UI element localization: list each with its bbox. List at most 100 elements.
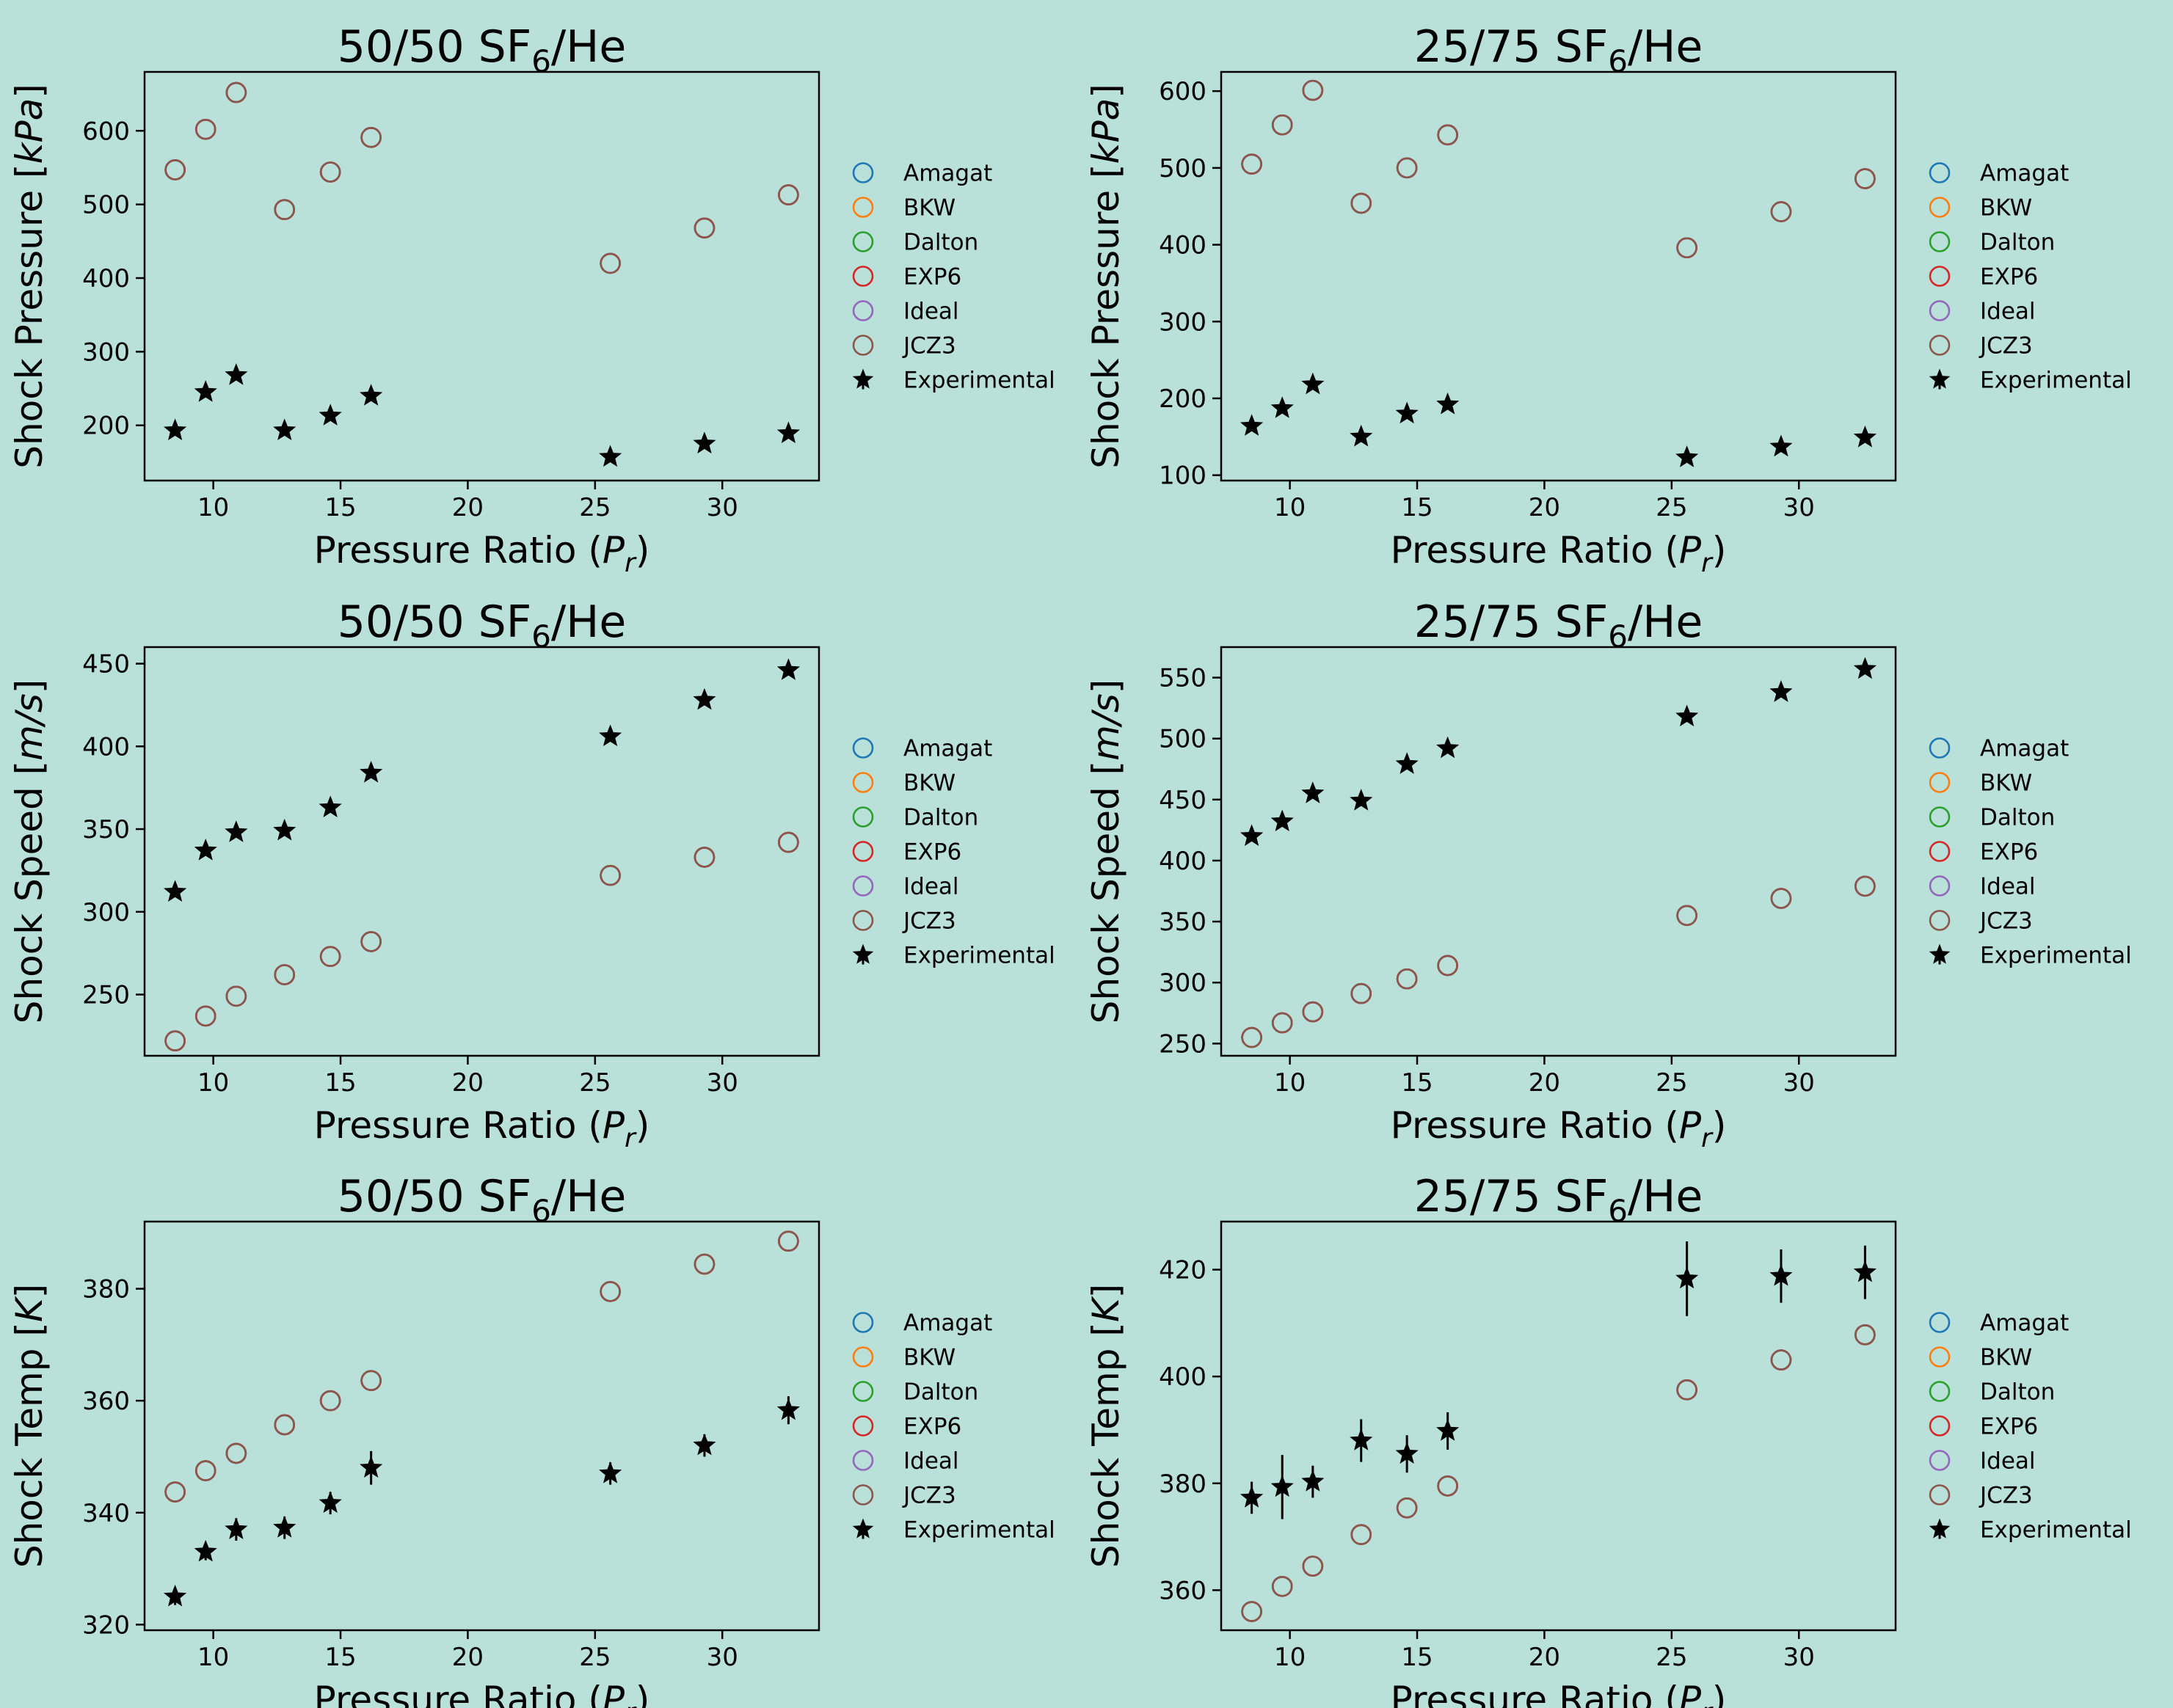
- data-point-jcz3: [1350, 1524, 1372, 1545]
- x-axis-label-subscript: r: [1701, 1698, 1714, 1708]
- x-axis-label: Pressure Ratio (Pr): [1391, 1679, 1727, 1708]
- y-tick-label: 550: [1159, 664, 1206, 693]
- series-amagat: [1241, 79, 1876, 259]
- x-tick-label: 20: [452, 1643, 484, 1672]
- y-axis-label-unit: m/s: [8, 693, 51, 761]
- y-tick-label: 500: [82, 191, 130, 220]
- x-axis-label-text: Pressure Ratio (: [1391, 529, 1679, 572]
- data-point-experimental: [1853, 1260, 1877, 1282]
- x-tick-label: 30: [1783, 1068, 1815, 1098]
- legend-marker-ideal: [852, 875, 874, 897]
- chart-title-text: 25/75 SF: [1414, 596, 1609, 648]
- data-point-jcz3: [164, 159, 186, 180]
- legend-label: Experimental: [903, 943, 1055, 969]
- plot-frame: [143, 646, 820, 1057]
- y-axis-label-unit: kPa: [1085, 98, 1127, 164]
- data-point-experimental: [1436, 392, 1460, 415]
- x-axis-label: Pressure Ratio (Pr): [1391, 1104, 1727, 1153]
- data-point-experimental: [776, 658, 801, 680]
- data-point-experimental: [360, 1456, 383, 1478]
- series-experimental: [163, 1396, 801, 1607]
- x-tick-label: 25: [1656, 493, 1687, 522]
- data-point-jcz3: [694, 847, 716, 868]
- y-tick-label: 340: [82, 1499, 130, 1528]
- legend-label: Dalton: [1980, 230, 2055, 256]
- y-axis-label-unit: K: [8, 1295, 51, 1322]
- y-tick-label: 320: [82, 1610, 130, 1640]
- data-point-experimental: [319, 404, 342, 426]
- x-axis-label: Pressure Ratio (Pr): [314, 1679, 650, 1708]
- legend-marker-star: [852, 944, 874, 964]
- plot-frame: [1220, 1220, 1897, 1632]
- data-point-experimental: [1769, 434, 1793, 457]
- y-tick-label: 300: [1159, 307, 1206, 337]
- x-tick-label: 25: [579, 493, 611, 522]
- series-exp6: [164, 831, 799, 1052]
- data-point-experimental: [599, 445, 622, 467]
- data-point-experimental: [225, 1517, 248, 1539]
- y-axis-label-text: Shock Speed [: [1085, 761, 1127, 1024]
- chart-panel-6: 25/75 SF6/He 10 15 20 25 30 360 380 400 420 Pressu…: [1085, 1171, 2132, 1708]
- y-tick-label: 450: [82, 650, 130, 679]
- data-point-jcz3: [360, 1370, 382, 1391]
- legend-marker-ideal: [852, 300, 874, 321]
- data-point-experimental: [1301, 781, 1325, 803]
- series-dalton: [164, 831, 799, 1052]
- series-dalton: [1241, 79, 1876, 259]
- data-point-experimental: [1240, 1486, 1264, 1508]
- y-tick-label: 350: [82, 815, 130, 844]
- series-amagat: [164, 831, 799, 1052]
- x-axis-label-subscript: r: [625, 548, 637, 578]
- series-ideal: [164, 831, 799, 1052]
- data-point-experimental: [225, 363, 248, 385]
- x-axis-label-subscript: r: [625, 1123, 637, 1153]
- data-point-experimental: [1240, 414, 1264, 436]
- legend: Amagat BKW Dalton EXP6 Ideal JCZ3 Experimental: [852, 161, 1055, 394]
- chart-title-text: 25/75 SF: [1414, 21, 1609, 73]
- y-axis-label: Shock Speed [m/s]: [1085, 679, 1127, 1024]
- legend-label: JCZ3: [902, 908, 956, 935]
- legend-marker-jcz3: [852, 335, 874, 356]
- chart-panel-3: 50/50 SF6/He 10 15 20 25 30 250 300 350 400 450 Pre…: [8, 596, 1055, 1153]
- legend-marker-amagat: [1929, 162, 1951, 183]
- data-point-jcz3: [694, 217, 716, 239]
- legend-label: EXP6: [1980, 1414, 2038, 1440]
- series-dalton: [164, 1230, 799, 1503]
- data-point-jcz3: [1350, 982, 1372, 1004]
- data-point-jcz3: [1770, 888, 1792, 909]
- x-tick-label: 30: [707, 493, 738, 522]
- data-point-jcz3: [274, 964, 296, 985]
- data-point-experimental: [1675, 704, 1699, 727]
- data-point-experimental: [273, 1516, 296, 1538]
- x-tick-label: 20: [452, 1068, 484, 1098]
- y-axis-label-tail: ]: [8, 1284, 51, 1299]
- data-point-jcz3: [225, 81, 247, 103]
- y-tick-label: 400: [1159, 847, 1206, 876]
- data-point-jcz3: [1302, 79, 1324, 101]
- legend-label: Experimental: [1980, 1517, 2132, 1544]
- legend-marker-exp6: [1929, 841, 1951, 862]
- data-point-experimental: [1436, 1419, 1460, 1441]
- chart-title-text: 50/50 SF: [338, 1171, 532, 1222]
- x-tick-label: 25: [579, 1068, 611, 1098]
- y-axis-label-text: Shock Temp [: [8, 1322, 51, 1568]
- y-tick-label: 450: [1159, 786, 1206, 815]
- x-axis-label-variable: P: [1679, 529, 1702, 572]
- y-tick-label: 380: [1159, 1470, 1206, 1499]
- data-point-jcz3: [600, 252, 621, 274]
- plot-frame: [143, 70, 820, 482]
- y-axis-label: Shock Pressure [kPa]: [8, 84, 51, 469]
- legend-marker-amagat: [1929, 737, 1951, 759]
- chart-title-tail: /He: [1628, 21, 1703, 73]
- data-point-jcz3: [1770, 201, 1792, 222]
- chart-title: 50/50 SF6/He: [338, 1171, 627, 1229]
- x-tick-label: 20: [1529, 493, 1560, 522]
- data-point-jcz3: [274, 1414, 296, 1436]
- data-point-jcz3: [1241, 1601, 1262, 1622]
- data-point-experimental: [194, 380, 217, 402]
- legend-marker-bkw: [852, 772, 874, 793]
- legend-label: Amagat: [1980, 161, 2069, 187]
- legend-marker-amagat: [852, 162, 874, 183]
- x-tick-label: 15: [324, 493, 356, 522]
- data-point-jcz3: [1302, 1555, 1324, 1577]
